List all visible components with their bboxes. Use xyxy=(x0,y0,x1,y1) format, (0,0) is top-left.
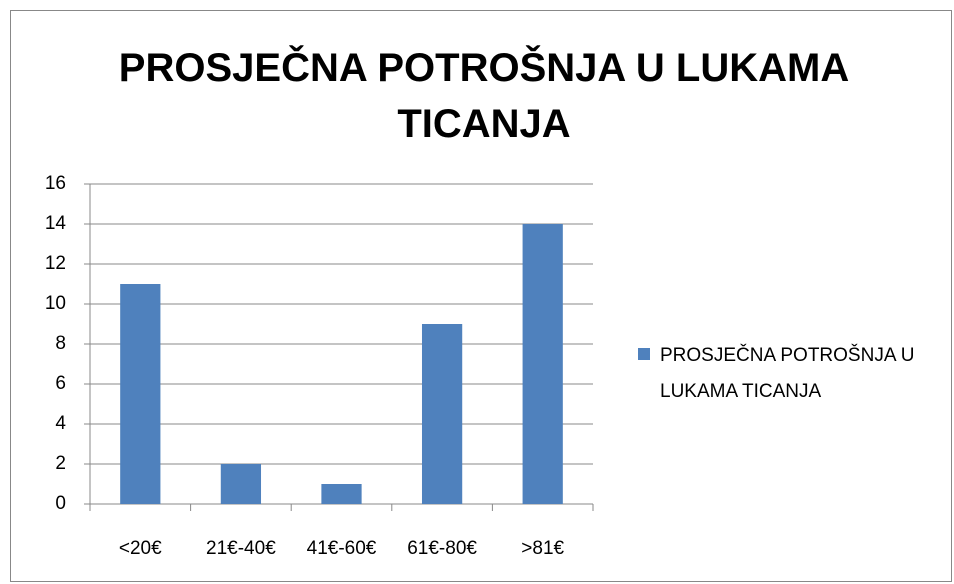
y-tick-label: 6 xyxy=(55,373,66,394)
x-tick-label: 21€-40€ xyxy=(206,538,276,559)
y-tick-label: 16 xyxy=(45,173,66,194)
bar xyxy=(522,224,563,504)
bar xyxy=(321,484,362,504)
chart-title: PROSJEČNA POTROŠNJA U LUKAMA TICANJA xyxy=(118,46,850,146)
chart-frame xyxy=(10,10,952,582)
y-tick-label: 2 xyxy=(55,453,66,474)
bar xyxy=(421,324,463,504)
y-tick-label: 10 xyxy=(45,293,66,314)
x-tick-label: 41€-60€ xyxy=(307,538,377,559)
y-tick-label: 4 xyxy=(55,413,66,434)
x-tick-label: 61€-80€ xyxy=(407,538,477,559)
y-tick-label: 14 xyxy=(45,213,67,234)
legend-label: PROSJEČNA POTROŠNJA U LUKAMA TICANJA xyxy=(660,345,915,402)
y-tick-label: 12 xyxy=(45,253,66,274)
y-tick-label: 0 xyxy=(55,493,66,514)
bar xyxy=(120,284,161,504)
bar xyxy=(220,464,262,504)
x-tick-label: >81€ xyxy=(521,538,564,559)
legend-swatch xyxy=(638,348,650,360)
y-tick-label: 8 xyxy=(55,333,66,354)
x-tick-label: <20€ xyxy=(119,538,162,559)
